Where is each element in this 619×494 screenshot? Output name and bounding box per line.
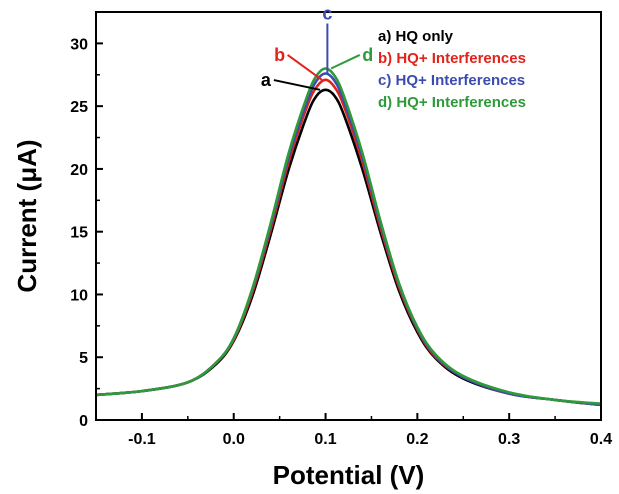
- x-tick-label: 0.4: [590, 431, 612, 448]
- legend-entry: d) HQ+ Interferences: [378, 94, 526, 111]
- x-axis-title: Potential (V): [273, 460, 425, 490]
- callout-leader-b: [287, 54, 323, 81]
- y-tick-label: 5: [79, 350, 88, 367]
- callout-leader-a: [273, 79, 321, 91]
- plot-frame: [95, 11, 602, 421]
- x-tick-label: -0.1: [128, 431, 156, 448]
- x-tick-label: 0.2: [406, 431, 428, 448]
- y-tick-label: 20: [70, 162, 88, 179]
- legend: a) HQ only b) HQ+ Interferences c) HQ+ Int…: [378, 28, 526, 111]
- y-tick-label: 25: [70, 99, 88, 116]
- callout-label-b: b: [274, 45, 285, 65]
- series-line-c: [95, 72, 602, 407]
- x-tick-label: 0.3: [498, 431, 520, 448]
- legend-entry: a) HQ only: [378, 28, 454, 45]
- legend-entry: b) HQ+ Interferences: [378, 50, 526, 67]
- series-layer: [95, 67, 602, 407]
- y-tick-label: 0: [79, 413, 88, 430]
- y-tick-label: 10: [70, 287, 88, 304]
- callout-leader-d: [330, 54, 361, 70]
- legend-entry: c) HQ+ Interferences: [378, 72, 525, 89]
- callout-labels: ab c d: [261, 4, 373, 91]
- x-tick-label: 0.1: [314, 431, 336, 448]
- callout-label-a: a: [261, 70, 272, 90]
- ticks-layer: -0.1 0.0 0.1 0.2 0.3 0.4 0 5 10 15 20 25 30: [70, 36, 612, 448]
- series-line-a: [95, 88, 602, 407]
- y-tick-label: 15: [70, 225, 88, 242]
- y-axis-title: Current (μA): [12, 139, 42, 292]
- y-tick-label: 30: [70, 36, 88, 53]
- x-tick-label: 0.0: [223, 431, 245, 448]
- series-line-d: [95, 67, 602, 405]
- callout-label-d: d: [362, 45, 373, 65]
- callout-label-c: c: [322, 4, 332, 24]
